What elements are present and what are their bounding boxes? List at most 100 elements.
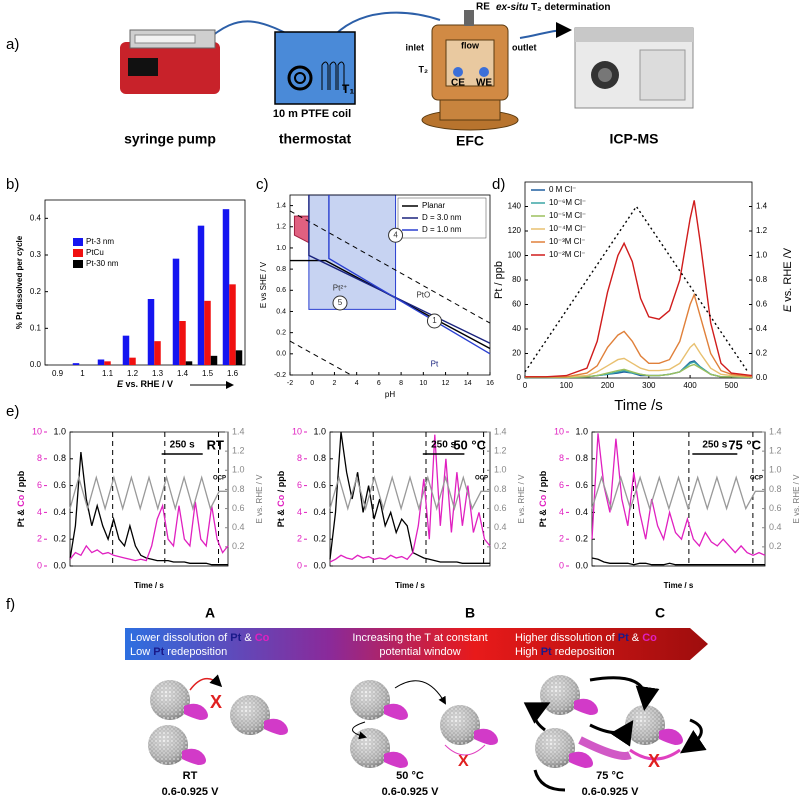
panel-label: d) bbox=[492, 176, 505, 193]
series-line bbox=[525, 292, 753, 378]
region-marker bbox=[388, 227, 404, 243]
y2-axis-label: E vs. RHE / V bbox=[255, 474, 264, 524]
legend-label: 10⁻⁶M Cl⁻ bbox=[549, 198, 586, 207]
y2-tick-label: 0.8 bbox=[232, 484, 245, 494]
device-label: syringe pump bbox=[124, 131, 216, 147]
y3-tick-label: 10 bbox=[32, 426, 42, 436]
y-axis-label: Pt / ppb bbox=[493, 261, 505, 299]
y3-tick-label: 4 bbox=[559, 507, 564, 517]
device-label: thermostat bbox=[279, 131, 352, 147]
x-tick-label: 1.3 bbox=[152, 369, 164, 378]
y-axis-label-part: Pt bbox=[538, 518, 548, 527]
y-tick-label: 0.6 bbox=[53, 480, 66, 490]
region-marker bbox=[426, 313, 442, 329]
y2-tick-label: 1.0 bbox=[756, 251, 768, 260]
y-axis-label: % Pt dissolved per cycle bbox=[15, 235, 24, 329]
x-tick-label: 0 bbox=[523, 381, 528, 390]
stage-text-part: & bbox=[629, 632, 642, 644]
y2-axis-label: E vs. RHE / V bbox=[517, 474, 526, 524]
y-tick-label: -0.2 bbox=[274, 372, 286, 379]
y-tick-label: 20 bbox=[512, 349, 521, 358]
x-axis-label-part: vs. RHE / V bbox=[123, 379, 173, 389]
stage-text-part: potential window bbox=[379, 646, 460, 658]
panel-label: e) bbox=[6, 403, 19, 420]
y-tick-label: 140 bbox=[508, 202, 522, 211]
x-axis-label: Time /s bbox=[614, 397, 663, 414]
y2-tick-label: 1.0 bbox=[494, 465, 507, 475]
ocp-label: OCP bbox=[213, 476, 226, 482]
x-axis-label: Time / s bbox=[664, 581, 694, 590]
y-tick-label: 60 bbox=[512, 300, 521, 309]
y2-tick-label: 1.4 bbox=[494, 426, 507, 436]
t1-label: T₁ bbox=[342, 82, 354, 96]
y-tick-label: 0.2 bbox=[313, 534, 326, 544]
y-tick-label: 0.2 bbox=[276, 329, 286, 336]
y3-tick-label: 4 bbox=[37, 507, 42, 517]
stage-text: High Pt redeposition bbox=[515, 646, 615, 658]
x-axis-label: E vs. RHE / V bbox=[117, 379, 173, 389]
y-tick-label: 0.4 bbox=[276, 308, 286, 315]
legend-label: 10⁻²M Cl⁻ bbox=[549, 250, 585, 259]
y-axis-label: Pt & Co / ppb bbox=[538, 470, 548, 527]
y-tick-label: 0.0 bbox=[53, 560, 66, 570]
panel-label: f) bbox=[6, 596, 15, 613]
series-line bbox=[591, 475, 765, 511]
y2-tick-label: 1.0 bbox=[769, 465, 782, 475]
stage-temperature: RT bbox=[183, 770, 198, 782]
region-label: 1 bbox=[432, 316, 437, 325]
y3-tick-label: 8 bbox=[37, 453, 42, 463]
y2-tick-label: 0.8 bbox=[769, 484, 782, 494]
y-tick-label: 0.8 bbox=[575, 453, 588, 463]
stability-region bbox=[308, 194, 397, 310]
x-tick-label: -2 bbox=[287, 380, 293, 387]
x-tick-label: 4 bbox=[355, 380, 359, 387]
y-tick-label: 0.0 bbox=[30, 360, 42, 369]
stage-text-part: Co bbox=[642, 632, 657, 644]
y2-tick-label: 1.2 bbox=[769, 446, 782, 456]
y-axis-label-part: & bbox=[276, 507, 286, 519]
y-axis-label-part: Co bbox=[538, 494, 548, 506]
y2-tick-label: 0.6 bbox=[494, 503, 507, 513]
y-tick-label: 80 bbox=[512, 275, 521, 284]
bar bbox=[185, 361, 193, 365]
y-tick-label: 0.6 bbox=[276, 287, 286, 294]
bar bbox=[179, 321, 186, 365]
stage-text-part: redeposition bbox=[552, 646, 615, 658]
x-tick-label: 2 bbox=[332, 380, 336, 387]
stage-text: Higher dissolution of Pt & Co bbox=[515, 632, 657, 644]
x-tick-label: 0 bbox=[310, 380, 314, 387]
y-tick-label: 0.6 bbox=[313, 480, 326, 490]
panel-a-drawings bbox=[120, 10, 694, 131]
y2-tick-label: 0.2 bbox=[494, 541, 507, 551]
y3-tick-label: 6 bbox=[297, 480, 302, 490]
y2-axis-label-part: vs. RHE /V bbox=[782, 247, 794, 305]
y-tick-label: 0.8 bbox=[276, 266, 286, 273]
panel-label: a) bbox=[6, 36, 19, 53]
panel-label: b) bbox=[6, 176, 19, 193]
bar bbox=[154, 341, 161, 365]
legend-label: Pt-3 nm bbox=[86, 237, 114, 246]
y2-axis-label: E vs. RHE /V bbox=[782, 247, 794, 312]
y3-tick-label: 2 bbox=[37, 534, 42, 544]
x-tick-label: 1.1 bbox=[102, 369, 114, 378]
stage-letter: B bbox=[465, 605, 475, 621]
legend-label: Planar bbox=[422, 201, 445, 210]
x-tick-label: 1.5 bbox=[202, 369, 214, 378]
y2-tick-label: 0.6 bbox=[232, 503, 245, 513]
water-line bbox=[289, 210, 491, 324]
series-line bbox=[591, 433, 766, 557]
bar bbox=[122, 335, 130, 365]
y2-tick-label: 1.4 bbox=[769, 426, 782, 436]
y3-tick-label: 6 bbox=[37, 480, 42, 490]
stage-text-part: Pt bbox=[541, 646, 552, 658]
bar bbox=[97, 359, 105, 365]
y2-tick-label: 0.4 bbox=[494, 522, 507, 532]
y3-tick-label: 10 bbox=[554, 426, 564, 436]
y-tick-label: 120 bbox=[508, 226, 522, 235]
y-axis-label-part: / ppb bbox=[276, 470, 286, 494]
y-tick-label: 0.8 bbox=[313, 453, 326, 463]
y2-tick-label: 0.4 bbox=[769, 522, 782, 532]
y2-tick-label: 0.8 bbox=[494, 484, 507, 494]
temperature-label: 50 °C bbox=[453, 437, 486, 452]
